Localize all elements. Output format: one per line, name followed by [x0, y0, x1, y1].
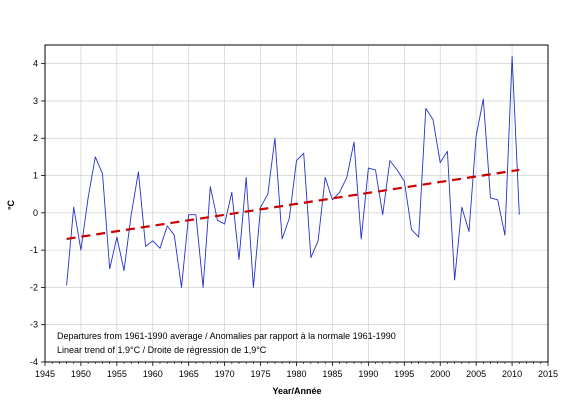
x-tick-label: 1995 [394, 369, 414, 379]
anomaly-series-line [66, 55, 520, 288]
y-axis-title: °C [6, 199, 16, 210]
y-tick-label: -1 [30, 245, 38, 255]
y-tick-label: -2 [30, 282, 38, 292]
x-tick-label: 1990 [358, 369, 378, 379]
x-tick-label: 1985 [322, 369, 342, 379]
x-axis-title: Year/Année [272, 386, 321, 396]
x-tick-label: 2010 [502, 369, 522, 379]
series-layer [66, 55, 520, 288]
x-tick-label: 1960 [143, 369, 163, 379]
grid [44, 45, 549, 363]
x-tick-label: 1965 [179, 369, 199, 379]
y-tick-label: 1 [33, 171, 38, 181]
trend-line [66, 168, 520, 240]
x-tick-label: 1975 [251, 369, 271, 379]
y-tick-label: -3 [30, 320, 38, 330]
annotation-baseline: Departures from 1961-1990 average / Anom… [57, 331, 396, 341]
x-tick-label: 2015 [538, 369, 558, 379]
y-tick-label: 2 [33, 133, 38, 143]
x-tick-label: 1955 [107, 369, 127, 379]
x-tick-label: 2000 [430, 369, 450, 379]
y-tick-label: -4 [30, 357, 38, 367]
x-tick-label: 2005 [466, 369, 486, 379]
y-tick-label: 3 [33, 96, 38, 106]
x-tick-label: 1980 [286, 369, 306, 379]
axis-ticks: 1945 1950 1955 1960 1965 1970 1975 1980 1985 1990… [30, 59, 558, 379]
annotation-trend: Linear trend of 1.9°C / Droite de régres… [57, 345, 267, 355]
x-tick-label: 1945 [35, 369, 55, 379]
y-tick-label: 0 [33, 208, 38, 218]
x-tick-label: 1970 [215, 369, 235, 379]
x-tick-label: 1950 [71, 369, 91, 379]
y-tick-label: 4 [33, 59, 38, 69]
